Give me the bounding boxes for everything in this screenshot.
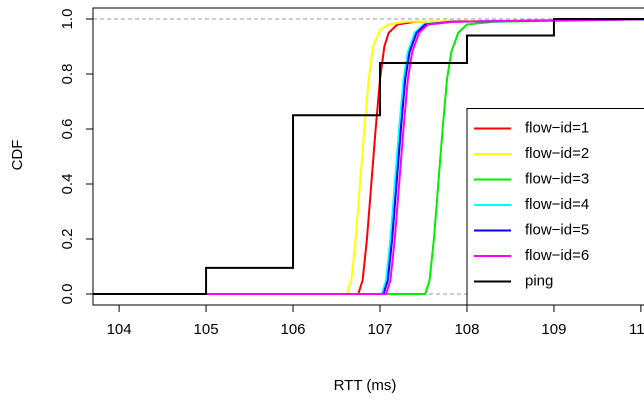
series-line bbox=[93, 18, 644, 295]
series-line bbox=[93, 18, 644, 295]
x-axis-label: RTT (ms) bbox=[334, 377, 397, 394]
y-tick-label: 0.2 bbox=[59, 229, 76, 250]
x-tick-label: 106 bbox=[281, 321, 306, 338]
series-line bbox=[93, 18, 644, 295]
series-line bbox=[93, 18, 644, 295]
x-tick-label: 104 bbox=[107, 321, 132, 338]
legend-label: flow−id=2 bbox=[525, 145, 589, 162]
legend-label: flow−id=6 bbox=[525, 247, 589, 264]
x-tick-label: 110 bbox=[629, 321, 644, 338]
y-tick-label: 0.6 bbox=[59, 119, 76, 140]
x-tick-label: 108 bbox=[454, 321, 479, 338]
x-tick-label: 109 bbox=[541, 321, 566, 338]
x-tick-label: 107 bbox=[367, 321, 392, 338]
legend-label: flow−id=3 bbox=[525, 170, 589, 187]
y-axis-label: CDF bbox=[9, 140, 26, 171]
legend-label: flow−id=5 bbox=[525, 221, 589, 238]
legend-box bbox=[466, 108, 644, 306]
legend-label: ping bbox=[525, 272, 553, 289]
legend-label: flow−id=1 bbox=[525, 119, 589, 136]
y-tick-label: 0.8 bbox=[59, 64, 76, 85]
y-tick-label: 0.0 bbox=[59, 284, 76, 305]
y-tick-label: 1.0 bbox=[59, 9, 76, 30]
x-tick-label: 105 bbox=[194, 321, 219, 338]
series-line bbox=[93, 18, 644, 295]
legend-label: flow−id=4 bbox=[525, 196, 589, 213]
y-tick-label: 0.4 bbox=[59, 174, 76, 195]
